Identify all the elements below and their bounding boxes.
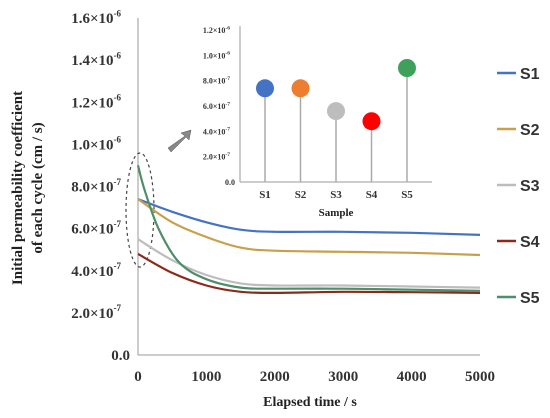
main-y-axis-title-line2: of each cycle (cm / s) bbox=[30, 122, 46, 253]
inset-x-tick-label: S5 bbox=[401, 189, 413, 201]
inset-y-tick-label: 4.0×10-7 bbox=[203, 127, 230, 137]
main-y-tick-label: 6.0×10-7 bbox=[71, 219, 121, 238]
main-y-tick-label: 1.2×10-6 bbox=[71, 93, 121, 112]
inset-y-tick-label: 1.0×10-6 bbox=[203, 51, 230, 61]
main-y-axis-title-line1: Initial permeability coefficient bbox=[10, 91, 26, 285]
main-x-axis-title: Elapsed time / s bbox=[263, 395, 357, 410]
inset-x-tick-label: S1 bbox=[259, 189, 271, 201]
legend-label-s3: S3 bbox=[520, 178, 540, 195]
inset-point-s5 bbox=[398, 59, 416, 77]
inset-point-s4 bbox=[362, 112, 381, 131]
main-x-tick-label: 0 bbox=[134, 369, 142, 385]
main-y-tick-label: 1.6×10-6 bbox=[71, 8, 121, 27]
main-y-tick-label: 0.0 bbox=[111, 348, 130, 364]
inset-point-s2 bbox=[291, 79, 310, 98]
main-y-tick-label: 4.0×10-7 bbox=[71, 261, 121, 280]
inset-point-s3 bbox=[327, 102, 345, 121]
main-y-tick-label: 1.4×10-6 bbox=[71, 50, 121, 69]
main-y-tick-label: 2.0×10-7 bbox=[71, 303, 121, 322]
main-x-tick-label: 3000 bbox=[328, 369, 358, 385]
series-line-s3 bbox=[137, 238, 481, 289]
main-y-tick-label: 1.0×10-6 bbox=[71, 135, 121, 154]
main-x-tick-label: 2000 bbox=[260, 369, 290, 385]
inset-y-tick-label: 2.0×10-7 bbox=[203, 152, 230, 162]
main-x-tick-label: 1000 bbox=[191, 369, 221, 385]
inset-y-tick-label: 1.2×10-6 bbox=[203, 25, 230, 35]
main-x-tick-label: 4000 bbox=[397, 369, 427, 385]
series-line-s2 bbox=[137, 198, 481, 257]
callout-arrow-icon bbox=[167, 129, 192, 153]
inset-y-tick-label: 6.0×10-7 bbox=[203, 101, 230, 111]
inset-x-axis-title: Sample bbox=[319, 207, 354, 219]
series-line-s4 bbox=[137, 252, 481, 295]
legend-label-s4: S4 bbox=[520, 234, 540, 251]
inset-x-tick-label: S4 bbox=[366, 189, 378, 201]
legend-label-s2: S2 bbox=[520, 122, 540, 139]
legend-label-s1: S1 bbox=[520, 66, 540, 83]
inset-x-tick-label: S3 bbox=[330, 189, 342, 201]
inset-y-tick-label: 0.0 bbox=[225, 178, 235, 187]
inset-point-s1 bbox=[256, 79, 274, 98]
main-y-tick-label: 8.0×10-7 bbox=[71, 177, 121, 196]
series-line-s1 bbox=[137, 198, 481, 236]
inset-x-tick-label: S2 bbox=[295, 189, 307, 201]
main-x-tick-label: 5000 bbox=[465, 369, 495, 385]
legend-label-s5: S5 bbox=[520, 290, 540, 307]
inset-y-tick-label: 8.0×10-7 bbox=[203, 76, 230, 86]
series-line-s5 bbox=[136, 165, 481, 292]
